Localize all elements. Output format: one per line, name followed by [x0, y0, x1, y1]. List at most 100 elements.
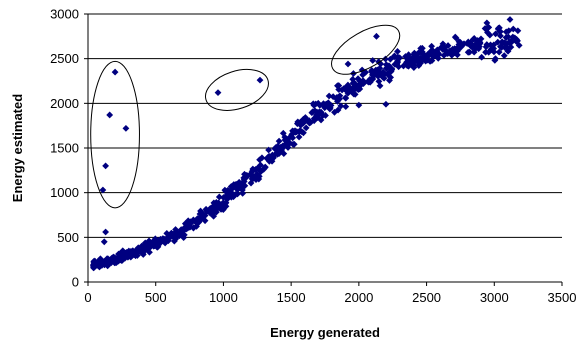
data-point [281, 141, 289, 149]
outlier-points [99, 32, 390, 246]
data-point [111, 259, 118, 267]
data-point [218, 202, 226, 210]
x-tick-label: 500 [145, 290, 167, 305]
data-point [159, 237, 167, 245]
y-tick-label: 2500 [50, 51, 79, 66]
data-point [410, 61, 418, 69]
data-point [252, 176, 260, 184]
data-point [140, 245, 148, 253]
x-tick-label: 1000 [209, 290, 238, 305]
data-point [470, 35, 478, 42]
data-point [346, 84, 353, 92]
data-point [464, 48, 472, 56]
data-point [239, 189, 247, 197]
data-point [296, 127, 304, 134]
annotation-ellipses [90, 24, 401, 209]
data-point [163, 230, 171, 237]
data-point [265, 146, 273, 154]
data-point [485, 23, 492, 31]
y-tick-label: 500 [57, 230, 79, 245]
data-point [342, 103, 350, 111]
data-point [210, 199, 218, 207]
data-point [151, 235, 159, 243]
data-point [356, 85, 364, 93]
data-point [281, 136, 289, 144]
data-point [322, 112, 329, 119]
data-point [265, 152, 273, 160]
data-point [454, 46, 462, 54]
data-point [257, 167, 264, 175]
outlier-point [314, 99, 322, 107]
data-point [472, 40, 480, 48]
data-point [266, 156, 273, 164]
outlier-point [99, 186, 107, 194]
data-point [486, 31, 494, 39]
outlier-point [382, 100, 390, 108]
data-point [198, 213, 206, 221]
data-point [375, 77, 383, 85]
y-tick-label: 2000 [50, 96, 79, 111]
data-point [279, 129, 287, 137]
grid-lines [88, 13, 562, 238]
data-point [382, 55, 389, 63]
data-point [194, 215, 201, 223]
data-point [497, 43, 504, 51]
data-point [477, 35, 485, 43]
data-point [325, 92, 333, 100]
data-point [356, 77, 364, 85]
data-point [295, 133, 303, 141]
data-point [331, 108, 338, 116]
outlier-point [106, 111, 114, 119]
data-point [184, 219, 191, 226]
data-point [404, 57, 412, 65]
data-point [455, 41, 463, 48]
data-point [466, 39, 474, 47]
data-point [351, 90, 359, 98]
data-point [482, 48, 489, 56]
data-point [349, 75, 357, 83]
y-tick-label: 1500 [50, 141, 79, 156]
data-point [457, 43, 465, 51]
data-point [130, 249, 138, 257]
data-point [354, 75, 362, 83]
y-tick-labels: 0 500 1000 1500 2000 2500 3000 [50, 7, 88, 290]
data-point [275, 150, 283, 157]
data-point [203, 206, 210, 214]
data-point [415, 62, 423, 70]
data-point [362, 68, 370, 76]
outlier-point [102, 162, 110, 170]
annotation-ellipse-3 [331, 24, 401, 75]
data-point [299, 115, 307, 123]
data-point [387, 73, 394, 81]
data-point [272, 150, 279, 158]
data-point [504, 47, 512, 55]
data-point [138, 243, 146, 251]
data-point [390, 53, 398, 61]
data-point [385, 62, 393, 70]
data-point [490, 48, 498, 56]
data-point [248, 168, 256, 176]
data-point [376, 82, 384, 90]
x-tick-label: 2500 [412, 290, 441, 305]
data-point [500, 52, 508, 60]
data-point [289, 134, 297, 142]
data-point [369, 57, 377, 64]
data-point [419, 56, 427, 64]
data-point [184, 223, 192, 230]
data-point [317, 116, 325, 124]
data-point [334, 82, 341, 90]
data-point [384, 70, 391, 78]
data-point [289, 140, 297, 148]
data-point [342, 94, 350, 102]
y-tick-label: 0 [72, 275, 79, 290]
data-point [382, 64, 390, 72]
data-point [306, 119, 313, 127]
data-point [178, 226, 186, 234]
data-point [172, 235, 180, 243]
data-point [428, 57, 436, 64]
data-point [409, 54, 416, 62]
data-point [99, 258, 107, 266]
data-point [321, 104, 329, 112]
data-point [456, 38, 464, 46]
x-tick-labels: 0 500 1000 1500 2000 2500 3000 3500 [84, 282, 576, 305]
